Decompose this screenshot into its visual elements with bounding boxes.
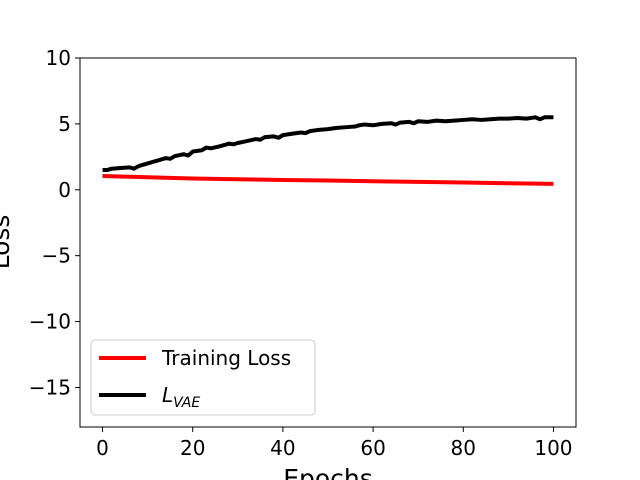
- y-tick-label-3: −5: [42, 244, 71, 268]
- x-axis-label: Epochs: [283, 464, 373, 480]
- y-tick-label-1: 5: [58, 112, 71, 136]
- legend: Training Loss LVAE: [90, 339, 316, 416]
- legend-box: [90, 339, 316, 416]
- legend-label-lvae-subscript: VAE: [173, 395, 200, 411]
- legend-label-lvae-main: L: [162, 383, 173, 407]
- x-tick-label-5: 100: [534, 436, 572, 460]
- series-line-training-loss: [102, 173, 554, 186]
- legend-label-training-loss: Training Loss: [161, 346, 291, 370]
- series-line-lvae: [102, 115, 554, 173]
- x-axis-ticks: 0 20 40 60 80 100: [96, 427, 573, 460]
- y-tick-label-2: 0: [58, 178, 71, 202]
- x-tick-label-4: 80: [451, 436, 476, 460]
- y-axis-ticks: 10 5 0 −5 −10 −15: [29, 46, 80, 399]
- y-tick-label-5: −15: [29, 375, 71, 399]
- x-tick-label-3: 60: [360, 436, 385, 460]
- x-tick-label-1: 20: [180, 436, 205, 460]
- x-tick-label-2: 40: [270, 436, 295, 460]
- x-tick-label-0: 0: [96, 436, 109, 460]
- plot-frame: [79, 57, 577, 428]
- y-tick-label-4: −10: [29, 310, 71, 334]
- legend-label-lvae: LVAE: [162, 383, 200, 411]
- y-tick-label-0: 10: [46, 46, 71, 70]
- series-layer: [102, 115, 554, 186]
- y-axis-label: Loss: [0, 215, 15, 270]
